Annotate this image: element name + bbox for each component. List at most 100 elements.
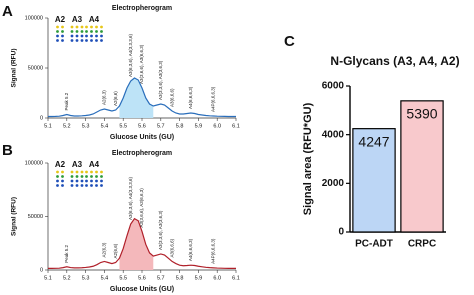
glycan-icon (100, 34, 103, 38)
glycan-icon (95, 184, 98, 187)
bar (352, 128, 396, 233)
y-axis-label: Signal area (RFU*GU) (302, 102, 314, 215)
peak-annotation: A4(6,6,6,3) (188, 86, 193, 109)
glycan-icon (100, 30, 103, 33)
panel-label: A (2, 3, 13, 20)
peak-annotation: A4P(6,6,6,3) (211, 238, 216, 264)
group-label: A2 (55, 15, 66, 24)
x-tick-label: 6.0 (213, 123, 221, 129)
glycan-icon (70, 175, 74, 178)
peak-annotation: A3(6,6,6) (169, 238, 174, 257)
glycan-icon (56, 170, 59, 174)
y-tick-label: 0 (40, 267, 43, 273)
glycan-icon (85, 170, 88, 174)
glycan-icon (95, 34, 98, 38)
glycan-icon (90, 39, 93, 42)
glycan-icon (75, 170, 79, 174)
glycan-icon (56, 25, 59, 29)
glycan-icon (56, 30, 59, 33)
glycan-icon (61, 30, 64, 33)
x-tick-label: 5.3 (82, 275, 90, 281)
peak-annotation: A4P(6,6,6,3) (211, 86, 216, 112)
glycan-icon (100, 179, 103, 183)
glycan-icon (70, 170, 74, 174)
y-tick-label: 100000 (25, 160, 43, 166)
x-tick-label: 5.7 (157, 275, 165, 281)
panel-label: C (284, 33, 295, 50)
signal-line (48, 77, 236, 118)
x-tick-label: CRPC (408, 239, 436, 250)
glycan-icon (80, 34, 84, 38)
glycan-icon (90, 179, 93, 183)
x-tick-label: 6.1 (232, 275, 240, 281)
glycan-icon (90, 30, 93, 33)
glycan-icon (85, 34, 88, 38)
group-label: A4 (89, 15, 100, 24)
glycan-icon (85, 184, 88, 187)
x-tick-label: 5.6 (138, 275, 146, 281)
x-tick-label: 5.8 (176, 275, 184, 281)
peak-annotation: A2(6,3) (102, 242, 107, 257)
glycan-icon (61, 170, 64, 174)
glycan-icon (75, 30, 79, 33)
glycan-icon (80, 175, 84, 178)
y-tick-label: 50000 (28, 65, 43, 71)
glycan-icon (95, 170, 98, 174)
glycan-icon (70, 30, 74, 33)
glycan-icon (56, 179, 59, 183)
glycan-icon (80, 39, 84, 42)
group-label: A2 (55, 160, 66, 169)
glycan-icon (61, 25, 64, 29)
chart-title: N-Glycans (A3, A4, A2) (330, 54, 459, 68)
glycan-icon (90, 34, 93, 38)
glycan-icon (100, 39, 103, 42)
y-axis-label: Signal (RFU) (11, 197, 18, 236)
x-tick-label: 5.3 (82, 123, 90, 129)
glycan-icon (70, 39, 74, 42)
glycan-icon (90, 170, 93, 174)
x-axis-label: Glucose Units (GU) (110, 134, 174, 141)
glycan-icon (85, 179, 88, 183)
group-label: A4 (89, 160, 100, 169)
glycan-icon (85, 25, 88, 29)
glycan-icon (61, 184, 64, 187)
x-tick-label: 5.5 (119, 123, 127, 129)
panel-label: B (2, 142, 13, 159)
x-tick-label: 5.7 (157, 123, 165, 129)
glycan-icon (75, 179, 79, 183)
glycan-icon (56, 184, 59, 187)
glycan-icon (75, 175, 79, 178)
peak-annotation: Peak 5.2 (64, 92, 69, 110)
glycan-icon (100, 170, 103, 174)
x-tick-label: 5.4 (101, 123, 109, 129)
y-tick-label: 50000 (28, 214, 43, 220)
x-tick-label: 5.9 (195, 123, 203, 129)
glycan-icon (61, 175, 64, 178)
x-tick-label: 5.9 (195, 275, 203, 281)
bar (400, 100, 444, 233)
x-tick-label: 5.4 (101, 275, 109, 281)
peak-annotation: A2(6,3) (102, 90, 107, 105)
glycan-icon (95, 25, 98, 29)
x-tick-label: 6.1 (232, 123, 240, 129)
peak-annotation: A2(6,6) (113, 91, 118, 106)
glycan-icon (61, 179, 64, 183)
glycan-icon (85, 39, 88, 42)
chart-title: Electropherogram (112, 5, 172, 12)
glycan-icon (80, 25, 84, 29)
glycan-icon (85, 30, 88, 33)
glycan-icon (56, 39, 59, 42)
group-label: A3 (72, 15, 83, 24)
glycan-icon (80, 170, 84, 174)
glycan-icon (90, 25, 93, 29)
peak-annotation: A3(6,3,6), A4(3,3,3,6) (128, 33, 133, 77)
glycan-icon (75, 39, 79, 42)
glycan-icon (80, 179, 84, 183)
x-tick-label: 6.0 (213, 275, 221, 281)
value-label: 4247 (358, 133, 389, 149)
x-tick-label: 5.2 (63, 275, 71, 281)
x-tick-label: 5.6 (138, 123, 146, 129)
glycan-icon (61, 39, 64, 42)
y-tick-label: 0 (40, 115, 43, 121)
peak-annotation: A3(3,3,6), A3(3,6,3) (158, 210, 163, 250)
